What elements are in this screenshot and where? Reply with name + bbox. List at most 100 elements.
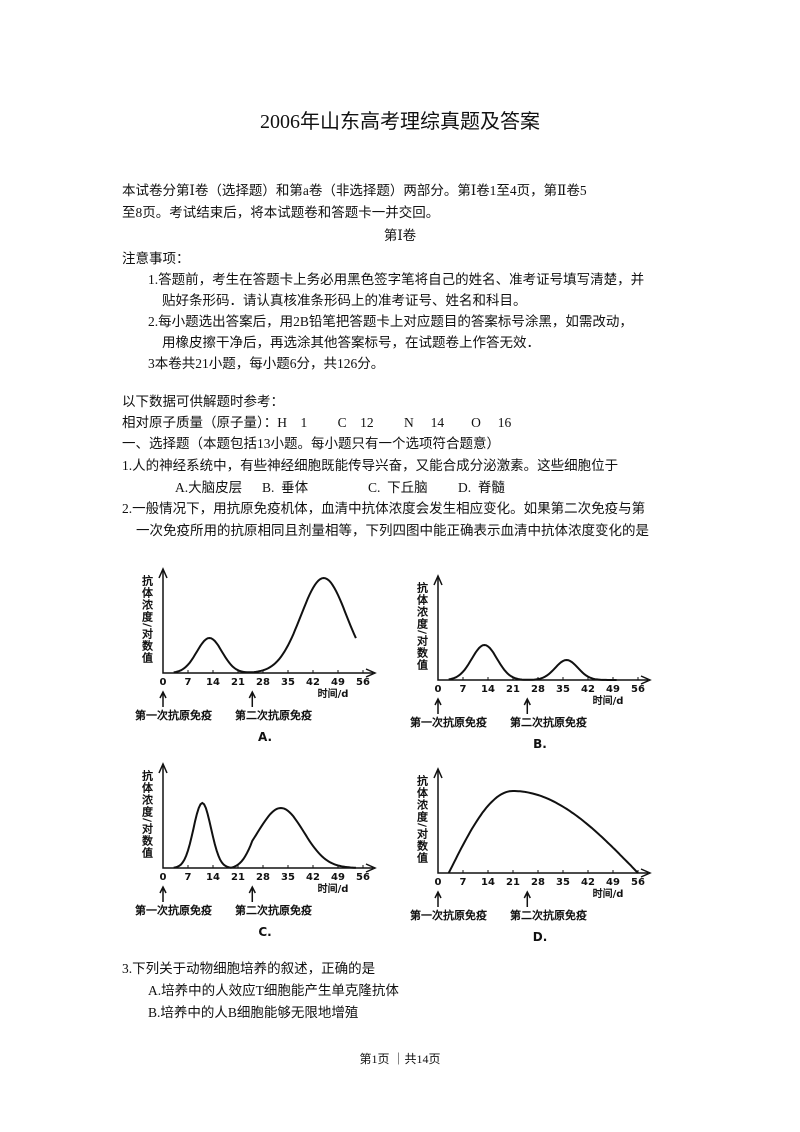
antibody-curve bbox=[173, 576, 357, 674]
x-tick-label: 0 bbox=[160, 677, 167, 688]
x-tick-label: 56 bbox=[356, 872, 370, 883]
x-tick-label: 35 bbox=[281, 872, 295, 883]
notice-item: 贴好条形码．请认真核准条形码上的准考证号、姓名和科目。 bbox=[162, 293, 527, 308]
axis-arrow bbox=[158, 762, 377, 873]
immunization-arrow bbox=[523, 697, 531, 714]
reference-title: 以下数据可供解题时参考： bbox=[122, 394, 284, 409]
immunization-label: 第二次抗原免疫 bbox=[510, 908, 587, 922]
notice-item: 1.答题前，考生在答题卡上务必用黑色签字笔将自己的姓名、准考证号填写清楚，并 bbox=[148, 272, 645, 287]
part-title: 一、选择题（本题包括13小题。每小题只有一个选项符合题意） bbox=[122, 436, 500, 451]
axis-arrow bbox=[433, 574, 652, 685]
antibody-curve bbox=[173, 801, 356, 869]
x-tick-label: 49 bbox=[606, 684, 620, 695]
x-tick-label: 42 bbox=[581, 684, 595, 695]
axes bbox=[437, 578, 648, 681]
x-tick-label: 56 bbox=[631, 877, 645, 888]
y-axis-label: 抗体浓度/对数值 bbox=[141, 574, 154, 664]
axis-arrow bbox=[433, 767, 652, 878]
x-axis-label: 时间/d bbox=[318, 882, 349, 895]
question-stem: 一次免疫所用的抗原相同且剂量相等，下列四图中能正确表示血清中抗体浓度变化的是 bbox=[136, 523, 649, 538]
x-tick-label: 0 bbox=[160, 872, 167, 883]
x-tick-label: 28 bbox=[531, 684, 545, 695]
immunization-arrow bbox=[523, 890, 531, 907]
notice-item: 3本卷共21小题，每小题6分，共126分。 bbox=[148, 356, 385, 371]
axis-arrow bbox=[158, 567, 377, 678]
y-axis-label: 抗体浓度/对数值 bbox=[416, 774, 429, 864]
immunization-label: 第一次抗原免疫 bbox=[410, 908, 487, 922]
x-axis-label: 时间/d bbox=[593, 887, 624, 900]
x-tick-label: 28 bbox=[256, 872, 270, 883]
axes bbox=[162, 571, 373, 674]
notice-item: 用橡皮擦干净后，再选涂其他答案标号，在试题卷上作答无效． bbox=[162, 335, 540, 350]
panel-label: D. bbox=[533, 930, 548, 944]
x-tick-label: 35 bbox=[556, 684, 570, 695]
option: B. 垂体 bbox=[262, 480, 309, 495]
panel-label: C. bbox=[258, 925, 271, 939]
x-tick-label: 49 bbox=[606, 877, 620, 888]
immunization-arrow bbox=[248, 690, 256, 707]
antibody-curve bbox=[448, 643, 617, 681]
y-axis-label: 抗体浓度/对数值 bbox=[141, 769, 154, 859]
antibody-chart: 抗体浓度/对数值 0 7 14 21 28 35 42 49 56 时间/d 第一次抗原免疫 第二次抗原… bbox=[410, 767, 652, 944]
x-tick-label: 0 bbox=[435, 877, 442, 888]
x-tick-label: 14 bbox=[206, 872, 220, 883]
x-tick-label: 21 bbox=[231, 677, 245, 688]
x-tick-label: 14 bbox=[206, 677, 220, 688]
x-tick-label: 21 bbox=[231, 872, 245, 883]
immunization-arrow bbox=[248, 885, 256, 902]
x-tick-label: 35 bbox=[556, 877, 570, 888]
x-tick-label: 42 bbox=[306, 872, 320, 883]
immunization-label: 第二次抗原免疫 bbox=[510, 715, 587, 729]
x-axis-label: 时间/d bbox=[593, 694, 624, 707]
option: A.培养中的人效应T细胞能产生单克隆抗体 bbox=[148, 983, 399, 998]
x-tick-label: 42 bbox=[306, 677, 320, 688]
option: D. 脊髓 bbox=[458, 480, 505, 495]
question-stem: 3.下列关于动物细胞培养的叙述，正确的是 bbox=[122, 961, 376, 976]
notice-title: 注意事项： bbox=[122, 251, 190, 266]
question-stem: 2.一般情况下，用抗原免疫机体，血清中抗体浓度会发生相应变化。如果第二次免疫与第 bbox=[122, 501, 646, 516]
x-tick-label: 7 bbox=[185, 677, 192, 688]
antibody-chart: 抗体浓度/对数值 0 7 14 21 28 35 42 49 56 时间/d 第一次抗原免疫 第二次抗原… bbox=[410, 574, 652, 751]
x-tick-label: 21 bbox=[506, 877, 520, 888]
notice-item: 2.每小题选出答案后，用2B铅笔把答题卡上对应题目的答案标号涂黑，如需改动， bbox=[148, 314, 633, 329]
immunization-arrow bbox=[434, 697, 442, 714]
immunization-arrow bbox=[159, 690, 167, 707]
x-tick-label: 0 bbox=[435, 684, 442, 695]
immunization-label: 第二次抗原免疫 bbox=[235, 903, 312, 917]
immunization-label: 第二次抗原免疫 bbox=[235, 708, 312, 722]
x-tick-label: 7 bbox=[460, 684, 467, 695]
x-tick-label: 7 bbox=[460, 877, 467, 888]
antibody-chart: 抗体浓度/对数值 0 7 14 21 28 35 42 49 56 时间/d 第一次抗原免疫 第二次抗原… bbox=[135, 567, 377, 744]
x-tick-label: 56 bbox=[631, 684, 645, 695]
intro-line: 本试卷分第Ⅰ卷（选择题）和第a卷（非选择题）两部分。第Ⅰ卷1至4页，第Ⅱ卷5 bbox=[122, 183, 587, 198]
option: A.大脑皮层 bbox=[175, 480, 243, 495]
x-tick-label: 35 bbox=[281, 677, 295, 688]
panel-label: A. bbox=[258, 730, 272, 744]
x-tick-label: 56 bbox=[356, 677, 370, 688]
immunization-arrow bbox=[434, 890, 442, 907]
y-axis-label: 抗体浓度/对数值 bbox=[416, 581, 429, 671]
x-tick-label: 28 bbox=[256, 677, 270, 688]
intro-line: 至8页。考试结束后，将本试题卷和答题卡一并交回。 bbox=[122, 205, 440, 220]
option: B.培养中的人B细胞能够无限地增殖 bbox=[148, 1005, 359, 1020]
antibody-curve bbox=[447, 790, 639, 874]
immunization-label: 第一次抗原免疫 bbox=[135, 903, 212, 917]
x-tick-label: 28 bbox=[531, 877, 545, 888]
immunization-label: 第一次抗原免疫 bbox=[410, 715, 487, 729]
x-tick-label: 7 bbox=[185, 872, 192, 883]
x-tick-label: 14 bbox=[481, 877, 495, 888]
x-tick-label: 14 bbox=[481, 684, 495, 695]
immunization-label: 第一次抗原免疫 bbox=[135, 708, 212, 722]
footer: 第1页 ｜共14页 bbox=[359, 1052, 441, 1066]
x-tick-label: 21 bbox=[506, 684, 520, 695]
atomic-masses: 相对原子质量（原子量）：H 1 C 12 N 14 O 16 bbox=[122, 415, 512, 430]
option: C. 下丘脑 bbox=[368, 480, 428, 495]
x-axis-label: 时间/d bbox=[318, 687, 349, 700]
question-stem: 1.人的神经系统中，有些神经细胞既能传导兴奋，又能合成分泌激素。这些细胞位于 bbox=[122, 458, 619, 473]
immunization-arrow bbox=[159, 885, 167, 902]
antibody-chart: 抗体浓度/对数值 0 7 14 21 28 35 42 49 56 时间/d 第一次抗原免疫 第二次抗原… bbox=[135, 762, 377, 939]
title: 2006年山东高考理综真题及答案 bbox=[260, 111, 540, 133]
x-tick-label: 42 bbox=[581, 877, 595, 888]
x-tick-label: 49 bbox=[331, 872, 345, 883]
